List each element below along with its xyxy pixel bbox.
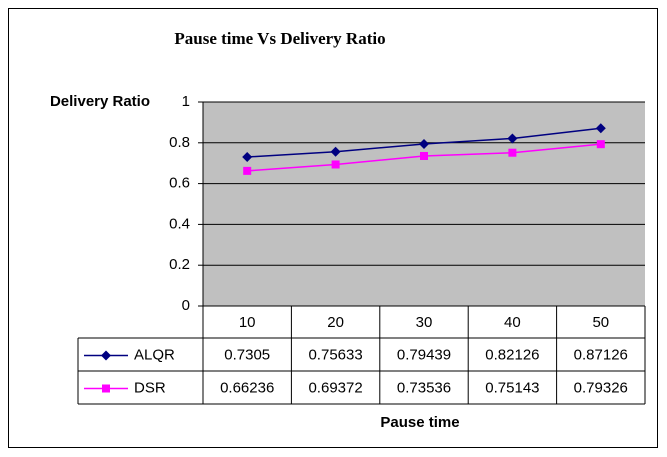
point [419, 138, 429, 149]
x-tick-label: 40 [504, 314, 521, 331]
point [420, 151, 428, 160]
x-tick-label: 50 [592, 314, 609, 331]
x-tick-label: 20 [327, 314, 344, 331]
point [242, 151, 253, 162]
y-tick-label: 0.8 [169, 134, 190, 151]
x-axis-label: Pause time [380, 414, 459, 431]
table-value: 0.82126 [485, 346, 539, 363]
table-value: 0.87126 [574, 346, 628, 363]
legend-label: DSR [134, 379, 166, 396]
plot-area [203, 102, 645, 306]
y-tick-label: 0.2 [169, 256, 190, 273]
chart-title: Pause time Vs Delivery Ratio [174, 29, 385, 48]
table-value: 0.79439 [397, 346, 451, 363]
legend-label: ALQR [134, 346, 175, 363]
y-tick-label: 0.6 [169, 175, 190, 192]
y-tick-label: 1 [182, 93, 190, 110]
point [595, 123, 606, 134]
point [507, 133, 518, 144]
table-value: 0.79326 [574, 379, 628, 396]
table-value: 0.69372 [308, 379, 362, 396]
table-value: 0.75143 [485, 379, 539, 396]
x-tick-label: 10 [239, 314, 256, 331]
x-tick-label: 30 [416, 314, 433, 331]
table-value: 0.73536 [397, 379, 451, 396]
legend-marker [102, 384, 110, 393]
legend-marker [101, 350, 111, 361]
table-value: 0.75633 [308, 346, 362, 363]
point [330, 146, 341, 157]
point [331, 160, 340, 169]
table-value: 0.7305 [224, 346, 270, 363]
table-value: 0.66236 [220, 379, 274, 396]
y-tick-label: 0.4 [169, 215, 190, 232]
point [596, 140, 605, 149]
point [508, 148, 517, 157]
y-tick-label: 0 [182, 297, 190, 314]
point [243, 166, 252, 175]
y-axis-label: Delivery Ratio [50, 93, 150, 110]
